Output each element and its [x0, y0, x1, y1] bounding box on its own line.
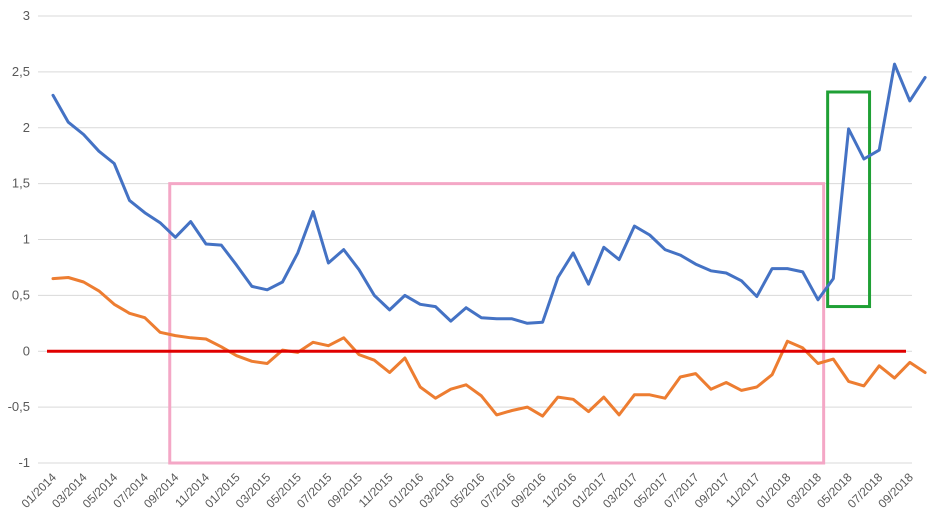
- y-tick-label: -1: [18, 455, 30, 470]
- y-tick-label: -0,5: [8, 399, 30, 414]
- y-tick-label: 1: [23, 232, 30, 247]
- highlight-boxes: [168, 90, 872, 465]
- highlight-box-pink: [168, 182, 826, 465]
- highlight-box-green: [826, 90, 872, 309]
- y-tick-label: 0,5: [12, 287, 30, 302]
- y-tick-label: 0: [23, 343, 30, 358]
- y-tick-label: 3: [23, 8, 30, 23]
- y-tick-label: 1,5: [12, 176, 30, 191]
- x-axis-ticks: 01/201403/201405/201407/201409/201411/20…: [19, 470, 917, 511]
- series-lines: [51, 62, 927, 418]
- y-tick-label: 2: [23, 120, 30, 135]
- series-line-blue: [51, 62, 927, 325]
- x-tick-label: 09/2018: [875, 470, 916, 511]
- series-line-orange: [51, 276, 927, 418]
- y-tick-label: 2,5: [12, 64, 30, 79]
- y-axis-ticks: 3 2,5 2 1,5 1 0,5 0 -0,5 -1: [8, 8, 30, 470]
